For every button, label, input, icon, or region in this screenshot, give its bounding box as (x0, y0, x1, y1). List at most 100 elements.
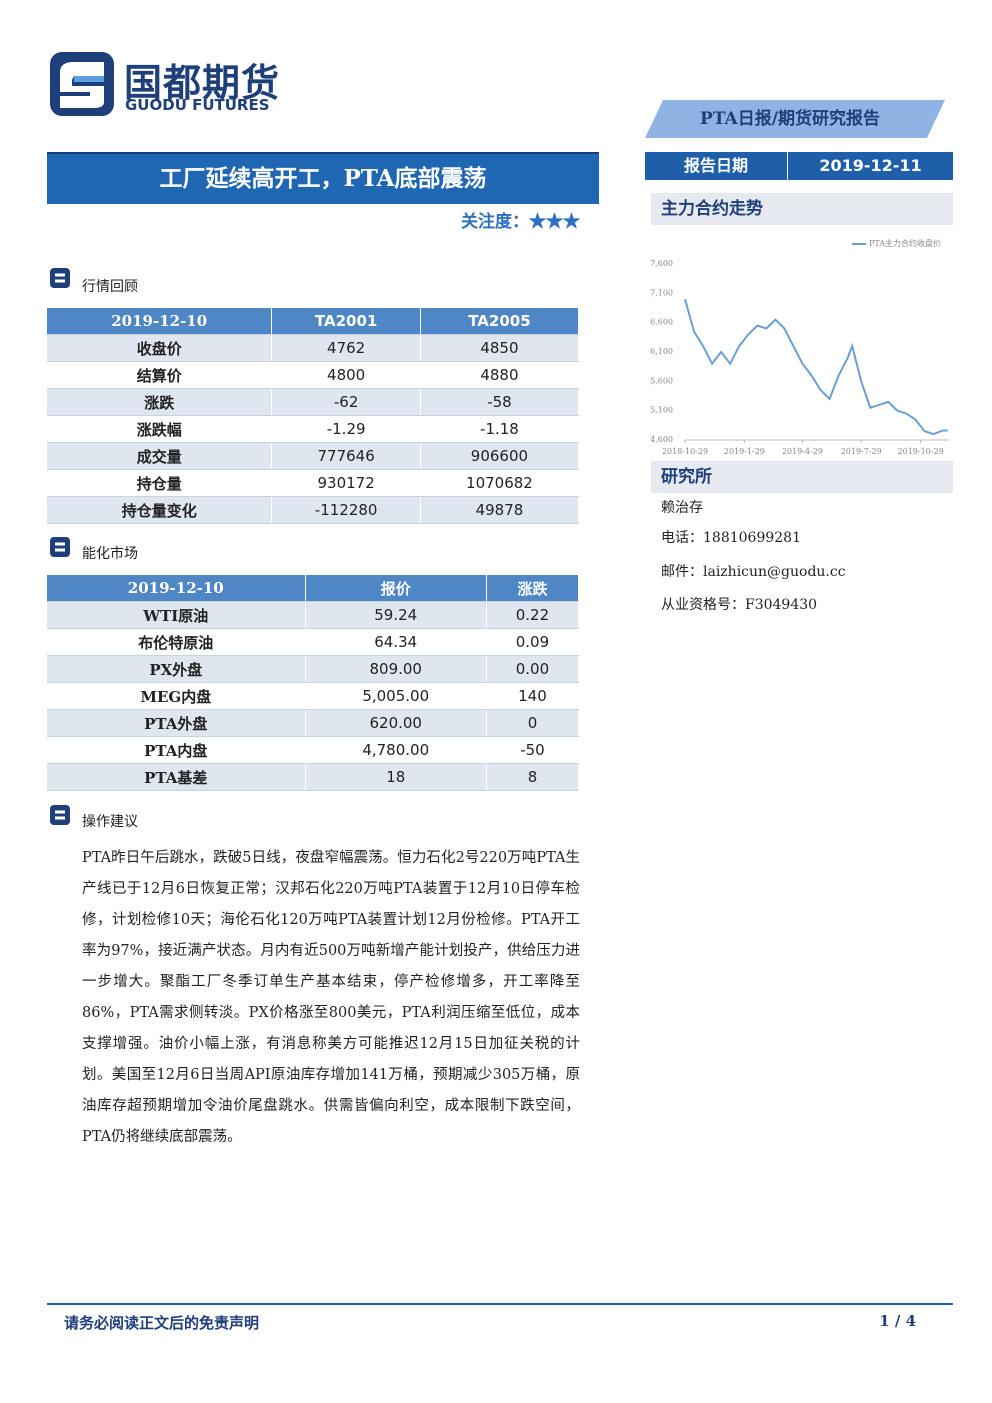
analyst: 赖治存 (661, 500, 703, 516)
table-cell: 报价 (305, 575, 487, 602)
table-cell: 906600 (420, 442, 580, 470)
table-row: PTA基差 18 8 (47, 763, 580, 791)
table-row: WTI原油 59.24 0.22 (47, 601, 580, 629)
logo-text: 国都期货 (124, 61, 281, 105)
banner-shape (645, 100, 945, 138)
chart-heading: 主力合约走势 (651, 193, 953, 225)
table-cell: 59.24 (305, 601, 487, 629)
table-cell: 0.09 (486, 628, 580, 656)
page-number: 1 / 4 (879, 1312, 916, 1330)
table-row: PX外盘 809.00 0.00 (47, 655, 580, 683)
table-cell: 809.00 (305, 655, 487, 683)
date-bar: 报告日期 2019-12-11 (645, 152, 953, 180)
table-cell: -112280 (271, 496, 421, 524)
table-cell: -50 (486, 736, 580, 764)
disclaimer: 请务必阅读正文后的免责声明 (64, 1314, 260, 1332)
x-tick-label: 2019-10-29 (898, 447, 944, 456)
table-cell: 4800 (271, 361, 421, 389)
date-label: 报告日期 (645, 152, 788, 180)
table-header: 2019-12-10 报价 涨跌 (47, 575, 580, 602)
table-cell: 0 (486, 709, 580, 737)
table-row: 布伦特原油 64.34 0.09 (47, 628, 580, 656)
table-row: 涨跌幅 -1.29 -1.18 (47, 415, 580, 443)
table-header: 2019-12-10 TA2001 TA2005 (47, 308, 580, 335)
table-cell: WTI原油 (47, 601, 306, 629)
table-cell: 持仓量变化 (47, 496, 273, 524)
table-row: 涨跌 -62 -58 (47, 388, 580, 416)
x-tick-label: 2019-7-29 (841, 447, 882, 456)
table-row: 结算价 4800 4880 (47, 361, 580, 389)
x-tick-label: 2019-4-29 (782, 447, 823, 456)
table-cell: 1070682 (420, 469, 580, 497)
legend-label: PTA主力合约收盘价 (869, 238, 941, 248)
table-cell: 777646 (271, 442, 421, 470)
section-heading: 行情回顾 (82, 279, 138, 295)
table-cell: -58 (420, 388, 580, 416)
report-title: 工厂延续高开工，PTA底部震荡 (47, 152, 599, 204)
y-tick-label: 5,100 (650, 406, 673, 415)
section-icon (50, 537, 70, 557)
table-cell: 0.22 (486, 601, 580, 629)
table-cell: -1.29 (271, 415, 421, 443)
table-cell: 结算价 (47, 361, 273, 389)
table-cell: 布伦特原油 (47, 628, 306, 656)
license: 从业资格号：F3049430 (661, 597, 818, 613)
advice-text: PTA昨日午后跳水，跌破5日线，夜盘窄幅震荡。恒力石化2号220万吨PTA生产线… (82, 850, 580, 1145)
price-line (684, 298, 948, 436)
logo-mark (50, 52, 114, 116)
x-tick-label: 2018-10-29 (662, 447, 708, 456)
table-cell: 涨跌 (486, 575, 580, 602)
table-cell: 140 (486, 682, 580, 710)
table-cell: MEG内盘 (47, 682, 306, 710)
table-cell: 涨跌 (47, 388, 273, 416)
report-date: 2019-12-11 (819, 156, 922, 175)
table-row: 收盘价 4762 4850 (47, 334, 580, 362)
table-cell: PTA基差 (47, 763, 306, 791)
chart: 4,600 5,100 5,600 6,100 6,600 7,100 7,600 2018-… (650, 238, 949, 456)
table-cell: 4762 (271, 334, 421, 362)
table-cell: 成交量 (47, 442, 273, 470)
table-cell: TA2005 (420, 308, 580, 335)
table-cell: -1.18 (420, 415, 580, 443)
table-cell: 5,005.00 (305, 682, 487, 710)
section-icon (50, 805, 70, 825)
table-row: 持仓量变化 -112280 49878 (47, 496, 580, 524)
table-cell: PX外盘 (47, 655, 306, 683)
table-row: MEG内盘 5,005.00 140 (47, 682, 580, 710)
attention: 关注度：★★★ (461, 212, 580, 232)
table-cell: 18 (305, 763, 487, 791)
table-cell: 2019-12-10 (47, 308, 273, 335)
table-cell: -62 (271, 388, 421, 416)
table-cell: 8 (486, 763, 580, 791)
table-cell: 4850 (420, 334, 580, 362)
phone: 电话：18810699281 (661, 530, 801, 546)
table-cell: 2019-12-10 (47, 575, 306, 602)
logo-english: GUODU FUTURES (125, 96, 270, 114)
energy-table: 2019-12-10 报价 涨跌 WTI原油 59.24 0.22 布伦特原油 64.34 0.… (47, 575, 580, 791)
table-cell: 49878 (420, 496, 580, 524)
table-cell: 涨跌幅 (47, 415, 273, 443)
footer-rule (47, 1303, 953, 1305)
market-table: 2019-12-10 TA2001 TA2005 收盘价 4762 4850 结算价 4800… (47, 308, 580, 524)
y-tick-label: 6,600 (650, 318, 673, 327)
table-cell: 收盘价 (47, 334, 273, 362)
table-cell: 620.00 (305, 709, 487, 737)
y-tick-label: 4,600 (650, 435, 673, 444)
y-tick-label: 7,100 (650, 288, 673, 297)
y-tick-label: 5,600 (650, 376, 673, 385)
table-cell: 持仓量 (47, 469, 273, 497)
y-tick-label: 6,100 (650, 347, 673, 356)
table-cell: 0.00 (486, 655, 580, 683)
section-heading: 操作建议 (82, 814, 138, 830)
email: 邮件：laizhicun@guodu.cc (661, 564, 846, 580)
table-cell: PTA外盘 (47, 709, 306, 737)
table-row: 成交量 777646 906600 (47, 442, 580, 470)
x-tick-label: 2019-1-29 (724, 447, 765, 456)
table-cell: 4,780.00 (305, 736, 487, 764)
table-row: PTA内盘 4,780.00 -50 (47, 736, 580, 764)
research-heading: 研究所 (651, 461, 953, 493)
table-cell: TA2001 (271, 308, 421, 335)
table-cell: 930172 (271, 469, 421, 497)
table-cell: 4880 (420, 361, 580, 389)
